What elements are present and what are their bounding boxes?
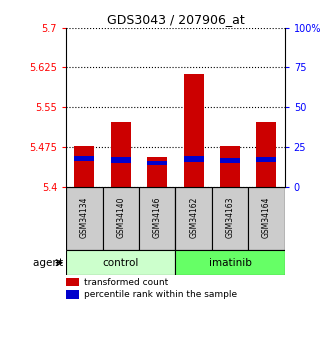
Bar <box>111 157 131 163</box>
Bar <box>147 161 167 165</box>
Text: GSM34164: GSM34164 <box>262 196 271 238</box>
Bar <box>147 157 167 187</box>
Text: GSM34134: GSM34134 <box>80 196 89 238</box>
Text: transformed count: transformed count <box>84 278 168 287</box>
Text: control: control <box>103 258 139 268</box>
Text: imatinib: imatinib <box>209 258 252 268</box>
Bar <box>66 250 175 275</box>
Bar <box>66 187 103 250</box>
Text: GSM34163: GSM34163 <box>225 196 235 238</box>
Bar <box>74 146 94 187</box>
Bar <box>74 156 94 161</box>
Bar <box>257 122 276 187</box>
Bar <box>66 290 79 299</box>
Text: GSM34140: GSM34140 <box>116 196 125 238</box>
Bar <box>220 158 240 163</box>
Bar <box>212 187 248 250</box>
Text: GSM34146: GSM34146 <box>153 196 162 238</box>
Bar <box>175 250 285 275</box>
Bar <box>139 187 175 250</box>
Bar <box>248 187 285 250</box>
Title: GDS3043 / 207906_at: GDS3043 / 207906_at <box>107 13 244 27</box>
Bar <box>184 156 204 162</box>
Text: GSM34162: GSM34162 <box>189 196 198 238</box>
Bar <box>66 278 79 286</box>
Text: agent: agent <box>33 258 66 268</box>
Bar <box>175 187 212 250</box>
Bar <box>184 74 204 187</box>
Bar <box>220 146 240 187</box>
Bar <box>103 187 139 250</box>
Bar <box>257 157 276 162</box>
Bar <box>111 122 131 187</box>
Text: percentile rank within the sample: percentile rank within the sample <box>84 290 237 299</box>
